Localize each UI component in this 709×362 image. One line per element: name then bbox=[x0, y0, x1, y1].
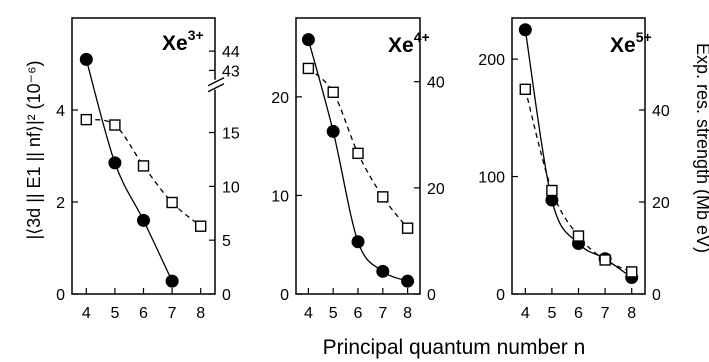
dashed-series-line bbox=[86, 118, 202, 227]
panel-title: Xe5+ bbox=[610, 29, 652, 57]
x-tick-label: 5 bbox=[329, 305, 338, 322]
solid-series-line bbox=[85, 59, 173, 282]
y-tick-label-left: 100 bbox=[478, 170, 505, 187]
y-tick-label-left: 200 bbox=[478, 52, 505, 69]
open-square-point bbox=[352, 147, 364, 160]
axis-break-mark bbox=[207, 77, 225, 87]
filled-circle-point bbox=[79, 52, 93, 66]
open-square-point bbox=[519, 83, 531, 96]
open-square-point bbox=[327, 86, 339, 99]
open-square-point bbox=[572, 230, 585, 242]
y-tick-label-right: 10 bbox=[222, 179, 240, 196]
open-square-point bbox=[546, 184, 558, 197]
open-square-point bbox=[194, 220, 207, 232]
x-tick-label: 6 bbox=[139, 305, 148, 322]
open-square-point bbox=[109, 119, 121, 131]
filled-circle-point bbox=[518, 23, 532, 37]
y-tick-label-right: 40 bbox=[427, 75, 445, 92]
y-tick-label-right: 20 bbox=[427, 181, 445, 198]
y-tick-label-right: 20 bbox=[652, 195, 670, 212]
open-square-point bbox=[401, 222, 414, 234]
y-tick-label-right: 0 bbox=[222, 287, 231, 304]
x-tick-label: 4 bbox=[82, 305, 91, 322]
plot-frame bbox=[511, 17, 646, 295]
filled-circle-point bbox=[165, 274, 179, 288]
y-tick-label-right: 0 bbox=[652, 287, 661, 304]
filled-circle-point bbox=[351, 235, 365, 249]
filled-circle-point bbox=[301, 33, 315, 47]
x-axis-title: Principal quantum number n bbox=[323, 336, 586, 359]
open-square-point bbox=[137, 160, 150, 172]
x-tick-label: 6 bbox=[574, 305, 583, 322]
y-tick-label-left: 20 bbox=[271, 90, 289, 107]
open-square-point bbox=[302, 62, 315, 75]
x-tick-label: 7 bbox=[168, 305, 177, 322]
open-square-point bbox=[377, 191, 389, 203]
x-tick-label: 6 bbox=[354, 305, 363, 322]
x-tick-label: 8 bbox=[196, 305, 205, 322]
open-square-point bbox=[599, 254, 611, 266]
panel-title: Xe4+ bbox=[388, 29, 430, 57]
x-tick-label: 7 bbox=[601, 305, 610, 322]
y-tick-label-right: 5 bbox=[222, 233, 231, 250]
y-tick-label-left: 4 bbox=[56, 103, 65, 120]
y-tick-label-left: 0 bbox=[280, 287, 289, 304]
panel-title: Xe3+ bbox=[162, 27, 204, 55]
x-tick-label: 5 bbox=[547, 305, 556, 322]
y-tick-label-right: 44 bbox=[222, 44, 240, 61]
y-tick-label-right: 15 bbox=[222, 126, 240, 143]
y-axis-label-left: |⟨3d || E1 || nf⟩|² (10⁻⁶) bbox=[24, 60, 44, 239]
filled-circle-point bbox=[108, 156, 122, 170]
filled-circle-point bbox=[326, 124, 340, 138]
y-tick-label-right: 40 bbox=[652, 103, 670, 120]
y-tick-label-left: 0 bbox=[496, 287, 505, 304]
x-tick-label: 8 bbox=[627, 305, 636, 322]
axis-break-gap bbox=[211, 79, 223, 90]
open-square-point bbox=[166, 196, 178, 209]
y-tick-label-left: 0 bbox=[56, 287, 65, 304]
y-tick-label-left: 10 bbox=[271, 188, 289, 205]
filled-circle-point bbox=[401, 274, 415, 288]
axis-break-mark bbox=[207, 83, 225, 93]
y-axis-label-right: Exp. res. strength (Mb eV) bbox=[693, 43, 709, 253]
x-tick-label: 8 bbox=[403, 305, 412, 322]
open-square-point bbox=[80, 113, 93, 126]
x-tick-label: 5 bbox=[110, 305, 119, 322]
x-tick-label: 4 bbox=[521, 305, 530, 322]
open-square-point bbox=[626, 266, 638, 278]
x-tick-label: 7 bbox=[378, 305, 387, 322]
plot-frame bbox=[71, 17, 216, 295]
filled-circle-point bbox=[376, 264, 390, 278]
y-tick-label-left: 2 bbox=[56, 195, 65, 212]
filled-circle-point bbox=[545, 193, 559, 207]
y-tick-label-right: 0 bbox=[427, 287, 436, 304]
y-tick-label-right: 43 bbox=[222, 63, 240, 80]
x-tick-label: 4 bbox=[304, 305, 313, 322]
filled-circle-point bbox=[137, 213, 150, 227]
